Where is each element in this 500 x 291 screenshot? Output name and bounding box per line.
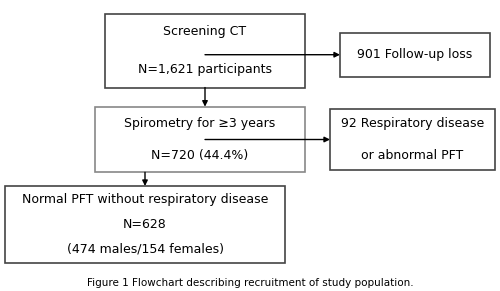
Text: N=628: N=628 (123, 218, 167, 231)
FancyBboxPatch shape (340, 33, 490, 77)
Text: N=720 (44.4%): N=720 (44.4%) (152, 149, 248, 162)
Text: 92 Respiratory disease: 92 Respiratory disease (341, 117, 484, 129)
Text: 901 Follow-up loss: 901 Follow-up loss (358, 48, 472, 61)
Text: Spirometry for ≥3 years: Spirometry for ≥3 years (124, 117, 276, 129)
FancyBboxPatch shape (95, 107, 305, 172)
FancyBboxPatch shape (105, 14, 305, 88)
Text: Figure 1 Flowchart describing recruitment of study population.: Figure 1 Flowchart describing recruitmen… (86, 278, 413, 288)
Text: or abnormal PFT: or abnormal PFT (362, 149, 464, 162)
FancyBboxPatch shape (5, 186, 285, 262)
Text: Normal PFT without respiratory disease: Normal PFT without respiratory disease (22, 193, 268, 206)
FancyBboxPatch shape (330, 109, 495, 170)
Text: Screening CT: Screening CT (164, 25, 246, 38)
Text: N=1,621 participants: N=1,621 participants (138, 63, 272, 76)
Text: (474 males/154 females): (474 males/154 females) (66, 242, 224, 255)
